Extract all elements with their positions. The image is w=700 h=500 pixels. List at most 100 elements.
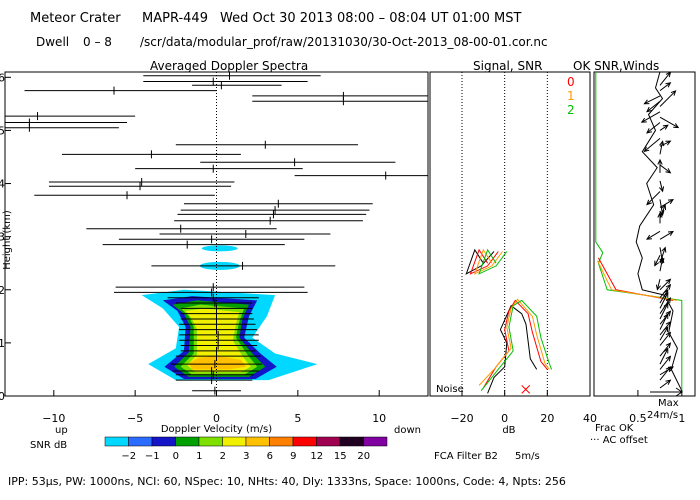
wind-arrow-0: [659, 71, 671, 86]
colorbar-label-2: 0: [173, 451, 179, 462]
wind-arrow-head-32: [663, 302, 669, 309]
wind-arrow-head-4: [670, 90, 677, 96]
wind-arrow-head-5: [640, 117, 647, 123]
wind-arrow-9: [644, 138, 661, 152]
wind-arrow-21: [659, 231, 674, 240]
snr-xtick-label-1: 0: [501, 412, 508, 425]
ok-legend-2: 2: [567, 103, 575, 117]
wind-arrow-head-11: [659, 140, 665, 147]
colorbar-swatch-10: [339, 436, 364, 447]
doppler-ytick-label-3: 3: [0, 231, 5, 244]
wind-arrow-3: [646, 100, 661, 113]
doppler-ytick-label-5: 5: [0, 124, 5, 137]
wind-arrow-36: [659, 326, 669, 341]
winds-xtick-label-0: 0.5: [629, 412, 647, 425]
colorbar-label-6: 6: [267, 451, 273, 462]
doppler-xtick-label-3: 5: [294, 412, 301, 425]
snr-xlabel: dB: [502, 425, 515, 436]
wind-arrow-head-6: [673, 123, 680, 129]
doppler-panel-title: Averaged Doppler Spectra: [150, 59, 309, 73]
wind-arrow-1: [659, 82, 671, 91]
wind-arrow-head-26: [655, 284, 661, 291]
doppler-xtick-label-2: 0: [213, 412, 220, 425]
colorbar-swatch-4: [198, 436, 223, 447]
wind-arrow-4: [659, 90, 676, 107]
colorbar-label-5: 3: [243, 451, 249, 462]
ac-offset-label: ··· AC offset: [590, 435, 648, 446]
wind-arrow-head-9: [643, 146, 650, 153]
wind-arrow-34: [659, 313, 669, 330]
wind-arrow-25: [659, 258, 664, 272]
fca-filter-label: FCA Filter B2: [434, 451, 498, 462]
colorbar-swatch-6: [245, 436, 270, 447]
noise-label: Noise: [436, 384, 464, 395]
wind-arrow-head-14: [659, 186, 665, 193]
wind-arrow-42: [659, 366, 671, 381]
wind-arrow-head-34: [663, 312, 669, 320]
doppler-ytick-label-0: 0: [0, 390, 5, 403]
wind-arrow-2: [644, 95, 661, 105]
doppler-ytick-label-4: 4: [0, 178, 5, 191]
wind-arrow-head-12: [665, 168, 672, 174]
colorbar-swatch-11: [363, 436, 388, 447]
wind-arrow-29: [659, 289, 669, 304]
wind-arrow-head-35: [665, 321, 672, 327]
wind-arrow-7: [646, 122, 661, 134]
ok-series-0: [635, 71, 683, 391]
colorbar-swatch-8: [292, 436, 317, 447]
snr-contour-5: [188, 356, 246, 370]
snr-xtick-label-0: −20: [450, 412, 473, 425]
doppler-ytick-label-2: 2: [0, 284, 5, 297]
wind-arrow-head-39: [663, 347, 669, 354]
doppler-ytick-label-1: 1: [0, 337, 5, 350]
colorbar-swatch-1: [128, 436, 153, 447]
wind-arrow-27: [659, 279, 671, 291]
wind-arrow-head-23: [654, 260, 660, 267]
winds-panel-title: OK SNR,Winds: [573, 59, 660, 73]
colorbar-swatch-7: [269, 436, 294, 447]
colorbar-label-3: 1: [196, 451, 202, 462]
site-name: Meteor Crater: [30, 11, 121, 26]
wind-arrow-30: [659, 292, 669, 309]
winds-xtick-label-1: 1: [678, 412, 685, 425]
wind-arrow-23: [654, 255, 661, 266]
down-label: down: [394, 425, 421, 436]
snr-marker: [521, 384, 531, 394]
wind-arrow-37: [659, 332, 671, 346]
fca-speed-label: 5m/s: [515, 451, 540, 462]
wind-arrow-head-3: [646, 106, 652, 113]
wind-arrow-head-10: [665, 140, 672, 146]
snr-xtick-label-3: 40: [583, 412, 597, 425]
wind-arrow-head-0: [665, 71, 672, 78]
colorbar-label-0: −2: [121, 451, 136, 462]
ok-series-3: [597, 260, 678, 301]
wind-arrow-head-20: [646, 234, 653, 240]
snr-blob-upper: [201, 245, 238, 252]
wind-arrow-head-8: [662, 124, 669, 130]
colorbar-label-7: 9: [290, 451, 296, 462]
max-speed-label: 24m/s: [647, 410, 679, 421]
file-path: /scr/data/modular_prof/raw/20131030/30-O…: [140, 35, 548, 49]
wind-arrow-17: [659, 199, 674, 208]
snr-series-7: [480, 299, 553, 392]
wind-arrow-head-17: [667, 199, 674, 205]
wind-arrow-head-43: [665, 379, 672, 385]
colorbar-label-8: 12: [310, 451, 323, 462]
wind-arrow-head-15: [646, 199, 652, 206]
wind-arrow-40: [659, 356, 671, 370]
colorbar-label-4: 2: [220, 451, 226, 462]
winds-frame: [593, 71, 696, 397]
up-label: up: [55, 425, 68, 436]
snr-series-1: [487, 304, 538, 394]
wind-arrow-38: [659, 342, 671, 357]
wind-arrow-head-2: [643, 99, 650, 105]
wind-arrow-head-37: [665, 331, 672, 338]
wind-arrow-head-40: [665, 355, 672, 362]
frac-ok-label: Frac OK: [595, 423, 634, 434]
snr-panel-title: Signal, SNR: [473, 59, 543, 73]
wind-arrow-8: [659, 124, 669, 131]
wind-arrow-43: [659, 379, 671, 389]
colorbar-swatch-2: [151, 436, 176, 447]
dwell-label: Dwell: [36, 35, 70, 49]
ok-legend-0: 0: [567, 75, 575, 89]
